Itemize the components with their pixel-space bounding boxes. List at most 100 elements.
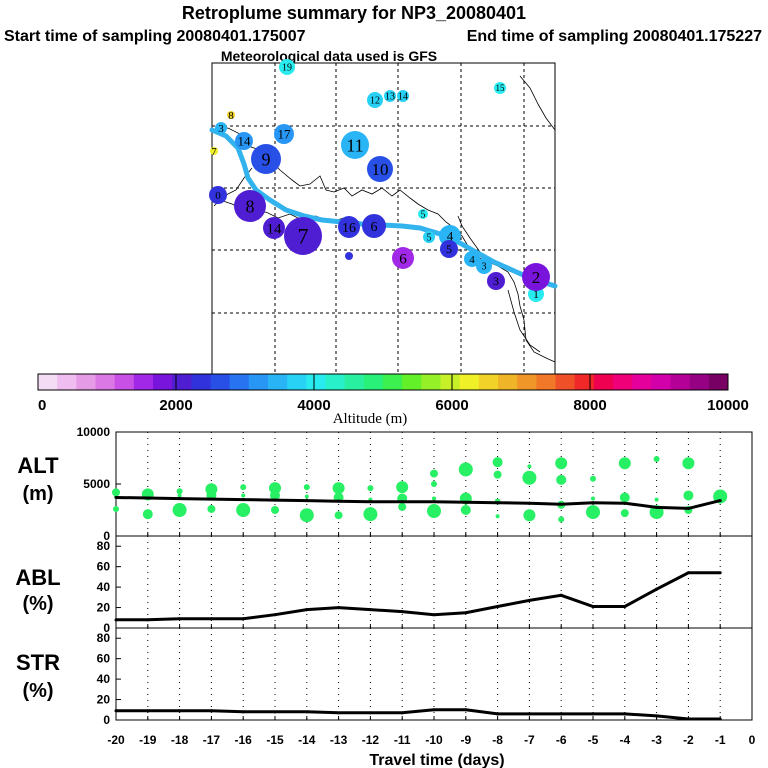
plume-dot	[338, 216, 360, 238]
altitude-scatter-point	[523, 509, 536, 522]
plume-dot	[251, 144, 281, 174]
colorbar-cells	[38, 374, 729, 390]
colorbar-cell	[478, 374, 499, 390]
plume-dot	[210, 147, 218, 155]
series-point	[464, 611, 468, 615]
y-tick-label: 10000	[77, 425, 111, 439]
plume-dot	[397, 90, 409, 102]
plume-dot	[209, 186, 227, 204]
altitude-scatter-point	[556, 474, 567, 485]
colorbar-tick-label: 6000	[435, 397, 468, 414]
altitude-scatter-point	[558, 516, 565, 523]
plume-marker: 0	[209, 186, 227, 204]
plume-label: 5	[421, 210, 426, 221]
altitude-scatter-point	[240, 484, 247, 491]
altitude-scatter-point	[653, 456, 660, 463]
x-tick-label: -8	[492, 733, 503, 747]
x-tick-label: -14	[298, 733, 316, 747]
plume-marker: 4	[464, 251, 480, 267]
altitude-scatter-point	[207, 504, 216, 513]
panel-ylabel-unit: (%)	[22, 593, 53, 615]
series-point	[496, 501, 500, 505]
plume-dot	[392, 247, 414, 269]
altitude-scatter-point	[269, 482, 281, 495]
series-point	[718, 571, 722, 575]
altitude-scatter-point	[431, 481, 437, 487]
x-tick-label: -11	[394, 733, 411, 747]
panel-ylabel-name: ALT	[17, 453, 59, 478]
plume-label: 17	[278, 127, 292, 142]
series-line	[116, 708, 721, 721]
plume-dot	[263, 217, 285, 239]
series-point	[178, 497, 182, 501]
colorbar-cell	[95, 374, 116, 390]
altitude-scatter-point	[654, 497, 659, 502]
series-point	[368, 500, 372, 504]
altitude-scatter-point	[522, 470, 537, 485]
series-point	[273, 613, 277, 617]
series-point	[527, 501, 531, 505]
series-point	[591, 501, 595, 505]
plume-marker: 17	[274, 124, 294, 144]
altitude-scatter-point	[334, 511, 343, 520]
altitude-scatter-point	[142, 509, 153, 520]
plume-marker: 13	[384, 90, 396, 103]
series-line	[115, 496, 721, 510]
y-tick-label: 40	[97, 672, 111, 686]
plume-marker: 2	[522, 263, 550, 291]
altitude-scatter-point	[682, 457, 695, 470]
series-point	[527, 598, 531, 602]
altitude-scatter-point	[432, 496, 436, 501]
plume-marker: 14	[263, 217, 285, 239]
series-point	[591, 605, 595, 609]
x-tick-label: -7	[524, 733, 535, 747]
colorbar-cell	[517, 374, 537, 390]
series-point	[337, 711, 341, 715]
series-point	[178, 617, 182, 621]
plume-marker: 7	[284, 217, 322, 255]
plume-marker: 5	[440, 240, 458, 258]
plume-dot	[274, 124, 294, 144]
plume-dot	[494, 82, 506, 94]
colorbar-title: Altitude (m)	[333, 411, 408, 427]
series-point	[305, 608, 309, 612]
altitude-scatter-point	[176, 488, 183, 495]
plume-dot	[476, 258, 492, 274]
chart-title: Retroplume summary for NP3_20080401	[182, 3, 526, 23]
series-point	[114, 496, 118, 500]
x-tick-label: -5	[588, 733, 599, 747]
plume-marker: 10	[367, 156, 393, 182]
series-point	[337, 499, 341, 503]
plume-dot	[367, 92, 383, 108]
colorbar-cell	[440, 374, 461, 390]
y-tick-label: 5000	[83, 477, 110, 491]
y-tick-label: 0	[103, 621, 110, 635]
plume-label: 7	[298, 224, 309, 249]
series-point	[591, 712, 595, 716]
series-point	[400, 711, 404, 715]
plume-dot	[384, 90, 396, 102]
series-point	[368, 608, 372, 612]
colorbar-ticks: 0 2000 4000 6000 8000 10000	[37, 374, 749, 414]
colorbar-tick-label: 0	[38, 397, 46, 414]
series-point	[623, 712, 627, 716]
colorbar-cell	[651, 374, 671, 390]
altitude-scatter-point	[332, 482, 345, 495]
series-point	[209, 497, 213, 501]
series-point	[464, 500, 468, 504]
colorbar-cell	[248, 374, 269, 390]
plume-marker: 11	[341, 131, 369, 159]
y-tick-label: 80	[97, 539, 111, 553]
altitude-colorbar: 0 2000 4000 6000 8000 10000 Altitude (m)	[37, 373, 749, 427]
plume-dot	[227, 111, 235, 119]
plume-label: 3	[482, 262, 487, 273]
plume-label: 6	[399, 251, 407, 267]
altitude-scatter-point	[555, 457, 568, 470]
colorbar-cell	[402, 374, 422, 390]
panel-ylabel-name: STR	[16, 650, 60, 675]
series-point	[305, 499, 309, 503]
colorbar-cell	[306, 374, 326, 390]
colorbar-cell	[613, 374, 633, 390]
series-point	[623, 501, 627, 505]
